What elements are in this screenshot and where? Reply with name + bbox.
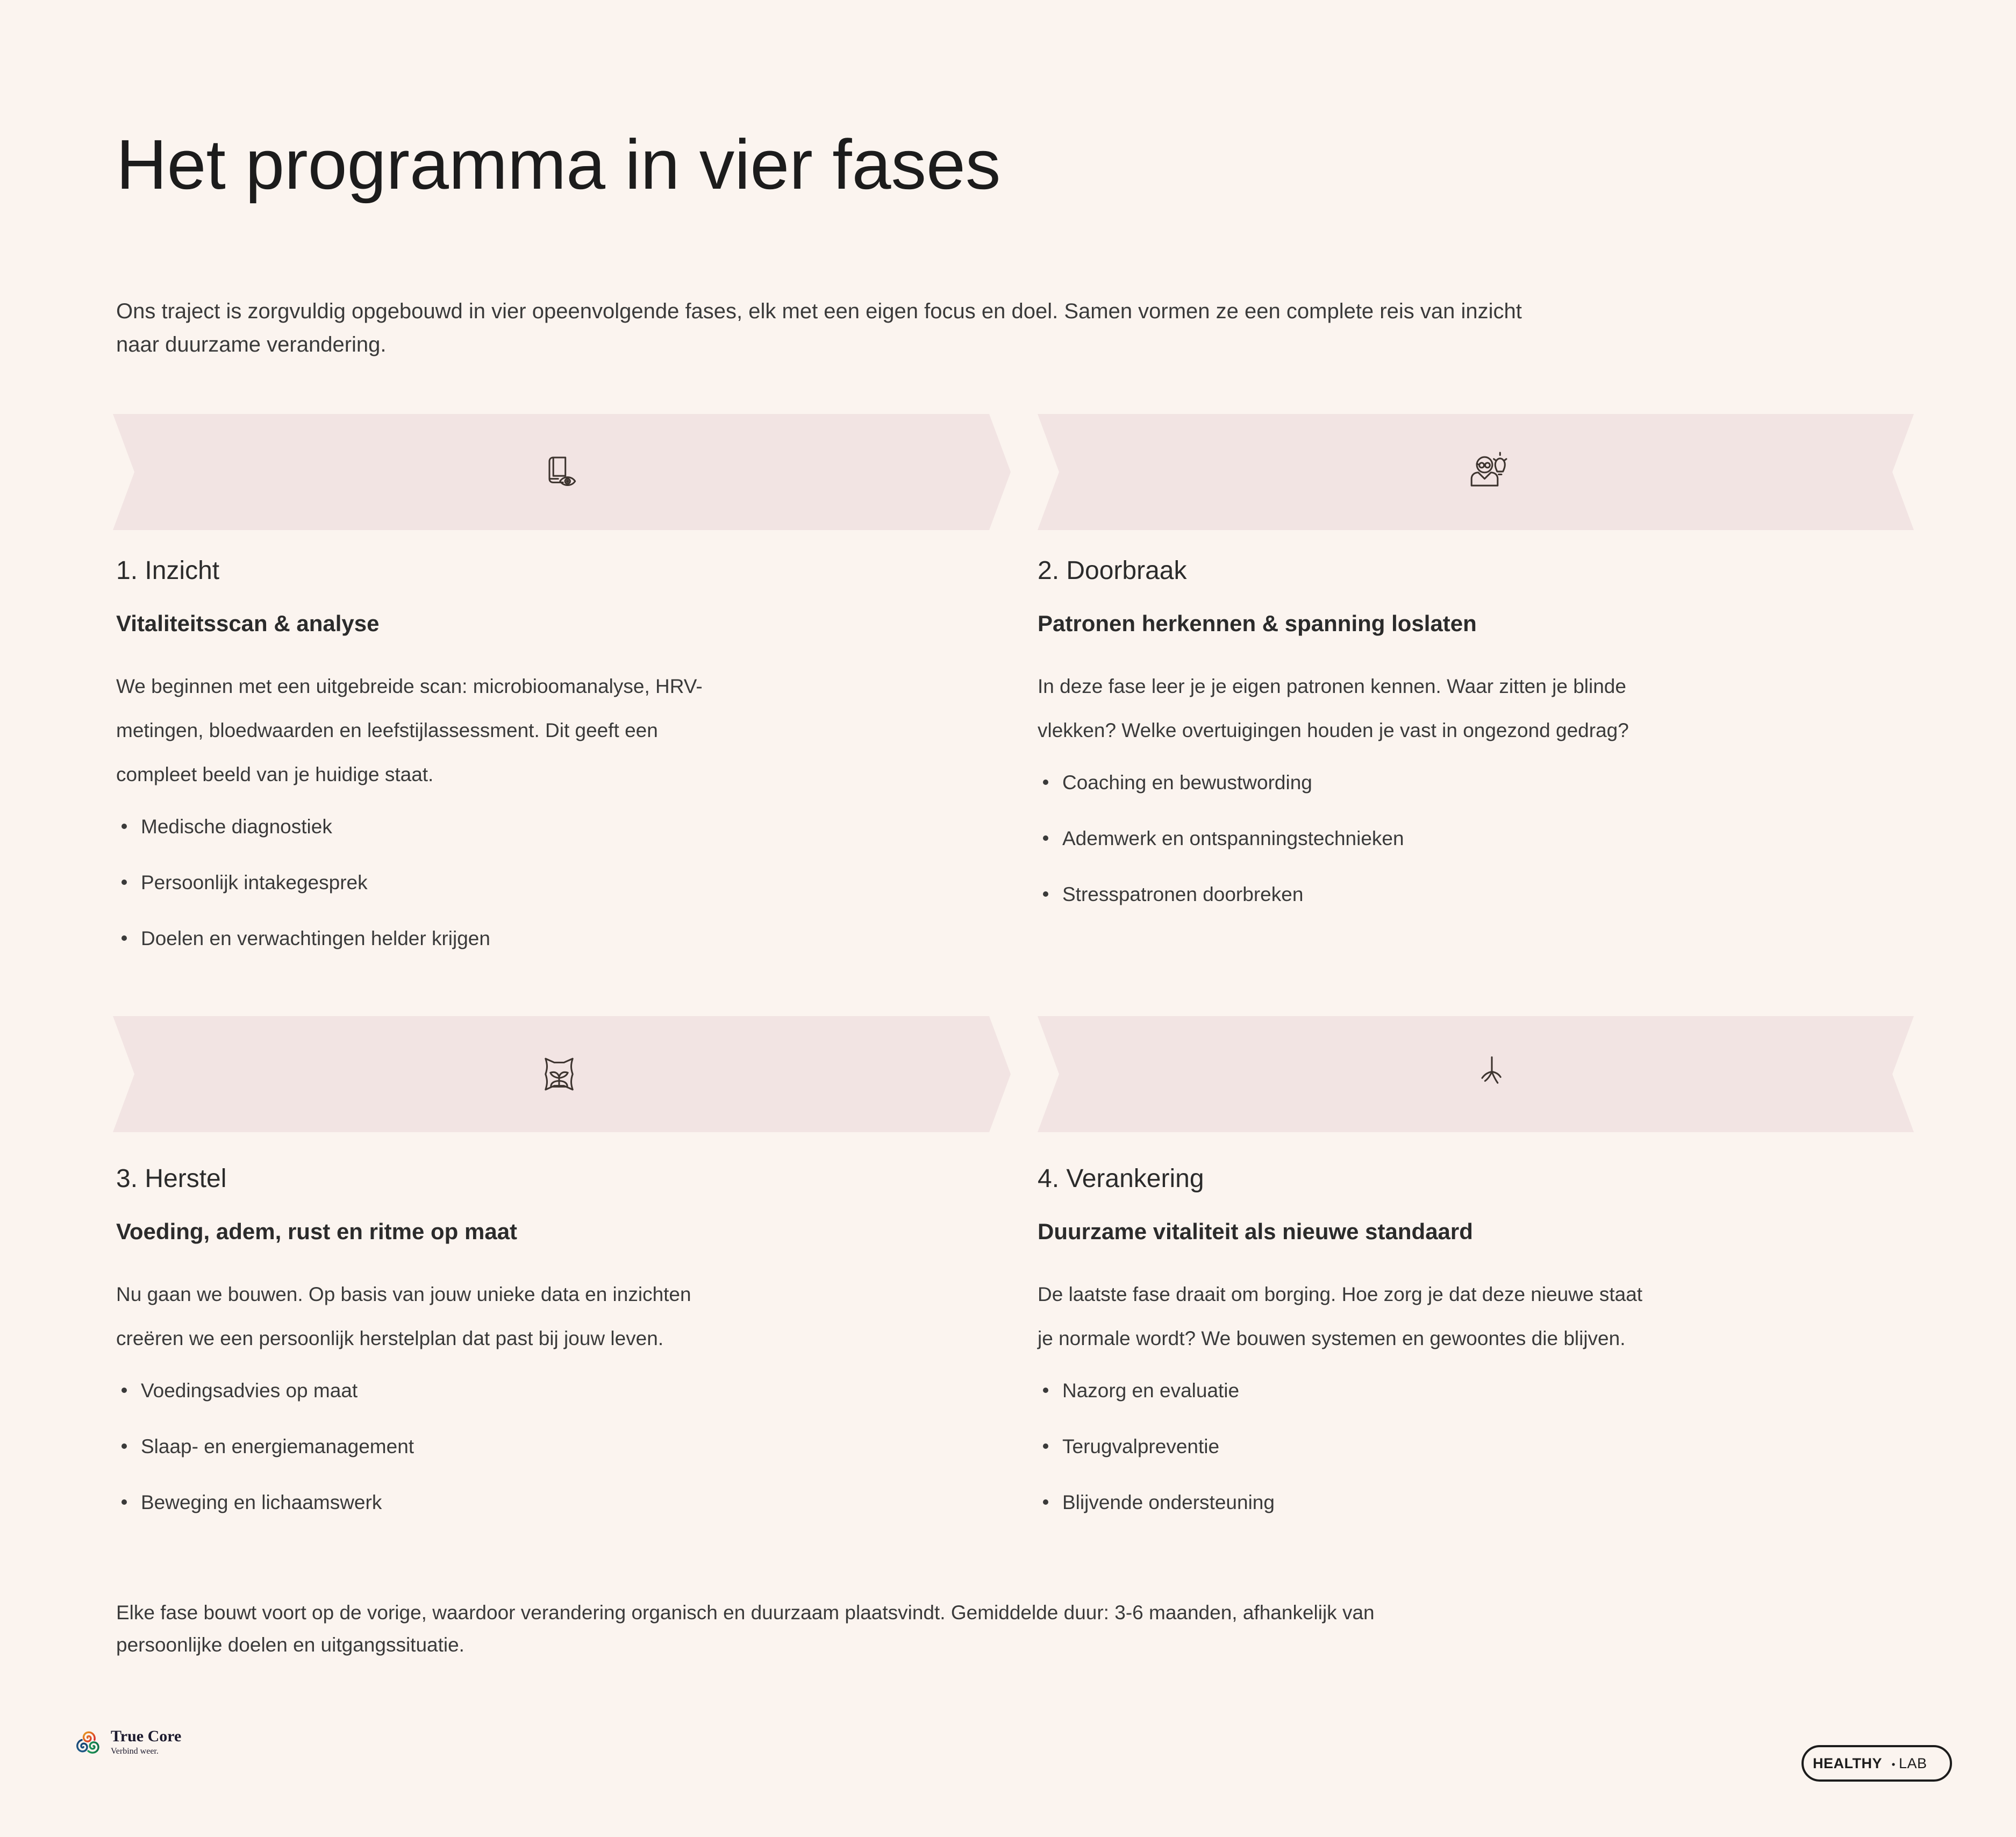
svg-text:LAB: LAB [1899,1755,1927,1771]
svg-text:HEALTHY: HEALTHY [1813,1755,1882,1771]
